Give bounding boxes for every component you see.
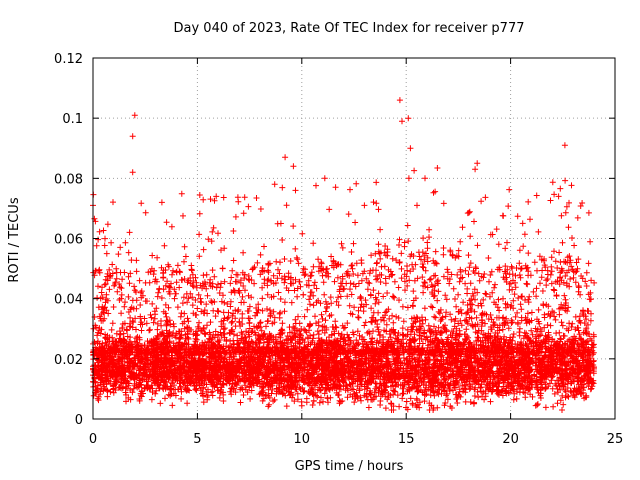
x-axis-ticks: 0 5 10 15 20 25 xyxy=(89,58,623,447)
chart-title: Day 040 of 2023, Rate Of TEC Index for r… xyxy=(174,21,525,36)
data-points xyxy=(90,97,598,413)
x-tick-label: 5 xyxy=(193,432,201,447)
y-tick-label: 0.08 xyxy=(54,172,83,187)
y-axis-ticks: 0 0.02 0.04 0.06 0.08 0.1 0.12 xyxy=(54,52,615,428)
y-tick-label: 0.12 xyxy=(54,52,83,67)
y-tick-label: 0 xyxy=(75,413,83,428)
x-tick-label: 10 xyxy=(294,432,311,447)
x-tick-label: 25 xyxy=(607,432,624,447)
y-tick-label: 0.02 xyxy=(54,353,83,368)
y-tick-label: 0.1 xyxy=(62,112,83,127)
x-tick-label: 20 xyxy=(502,432,519,447)
x-axis-label: GPS time / hours xyxy=(295,459,404,474)
x-tick-label: 15 xyxy=(398,432,415,447)
y-axis-label: ROTI / TECUs xyxy=(7,197,22,282)
roti-markers xyxy=(90,97,598,413)
y-tick-label: 0.04 xyxy=(54,293,83,308)
x-tick-label: 0 xyxy=(89,432,97,447)
y-tick-label: 0.06 xyxy=(54,233,83,248)
